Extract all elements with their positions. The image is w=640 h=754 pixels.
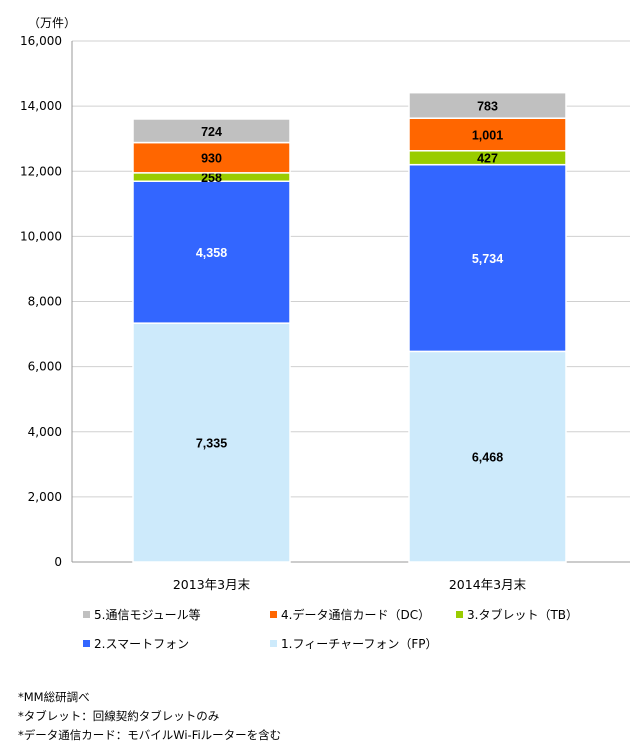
legend-item: 2.スマートフォン (83, 635, 189, 652)
x-tick-label: 2014年3月末 (449, 577, 527, 592)
unit-label: （万件） (28, 16, 77, 30)
legend-swatch (270, 640, 277, 647)
x-tick-label: 2013年3月末 (173, 577, 251, 592)
legend-item: 1.フィーチャーフォン（FP） (270, 635, 438, 652)
legend-label: 2.スマートフォン (94, 637, 190, 651)
legend-swatch (83, 640, 90, 647)
y-tick-label: 14,000 (20, 99, 62, 113)
y-tick-label: 4,000 (28, 425, 62, 439)
footnote: *タブレット：回線契約タブレットのみ (18, 709, 220, 723)
bar-segment (132, 322, 291, 563)
y-tick-label: 12,000 (20, 164, 62, 178)
legend-label: 1.フィーチャーフォン（FP） (281, 637, 438, 651)
y-tick-label: 2,000 (28, 490, 62, 504)
y-tick-label: 8,000 (28, 295, 62, 309)
bar-segment (132, 118, 291, 144)
legend-label: 4.データ通信カード（DC） (281, 608, 431, 622)
data-label: 1,001 (472, 128, 503, 142)
data-label: 783 (477, 99, 498, 113)
data-label: 427 (477, 152, 498, 166)
data-label: 4,358 (196, 246, 227, 260)
bar-segment (132, 180, 291, 324)
legend-label: 3.タブレット（TB） (467, 608, 579, 622)
legend-swatch (270, 611, 277, 618)
bar-segment (132, 141, 291, 174)
data-label: 7,335 (196, 437, 227, 451)
stacked-bar-chart: 0 2,000 4,000 6,000 8,000 10,000 12,000 14,000 1… (20, 34, 630, 592)
footnote: *データ通信カード：モバイルWi-Fiルーターを含む (18, 728, 282, 742)
footnote: *MM総研調べ (18, 690, 90, 704)
legend-item: 5.通信モジュール等 (83, 606, 201, 623)
footnotes: *MM総研調べ *タブレット：回線契約タブレットのみ *データ通信カード：モバイ… (18, 688, 281, 745)
bar-segment (408, 117, 567, 152)
data-label: 6,468 (472, 451, 503, 465)
data-label: 5,734 (472, 252, 503, 266)
legend-label: 5.通信モジュール等 (94, 608, 201, 622)
y-tick-label: 6,000 (28, 360, 62, 374)
legend-item: 3.タブレット（TB） (456, 606, 578, 623)
legend-swatch (83, 611, 90, 618)
legend-item: 4.データ通信カード（DC） (270, 606, 430, 623)
bar-segment (408, 91, 567, 119)
data-label: 930 (201, 152, 222, 166)
bar-segment (408, 163, 567, 353)
legend-swatch (456, 611, 463, 618)
data-label: 724 (201, 125, 222, 139)
y-tick-label: 10,000 (20, 229, 62, 243)
y-tick-label: 16,000 (20, 34, 62, 48)
data-label: 258 (201, 171, 222, 185)
y-tick-label: 0 (54, 555, 62, 569)
bar-segment (408, 350, 567, 563)
